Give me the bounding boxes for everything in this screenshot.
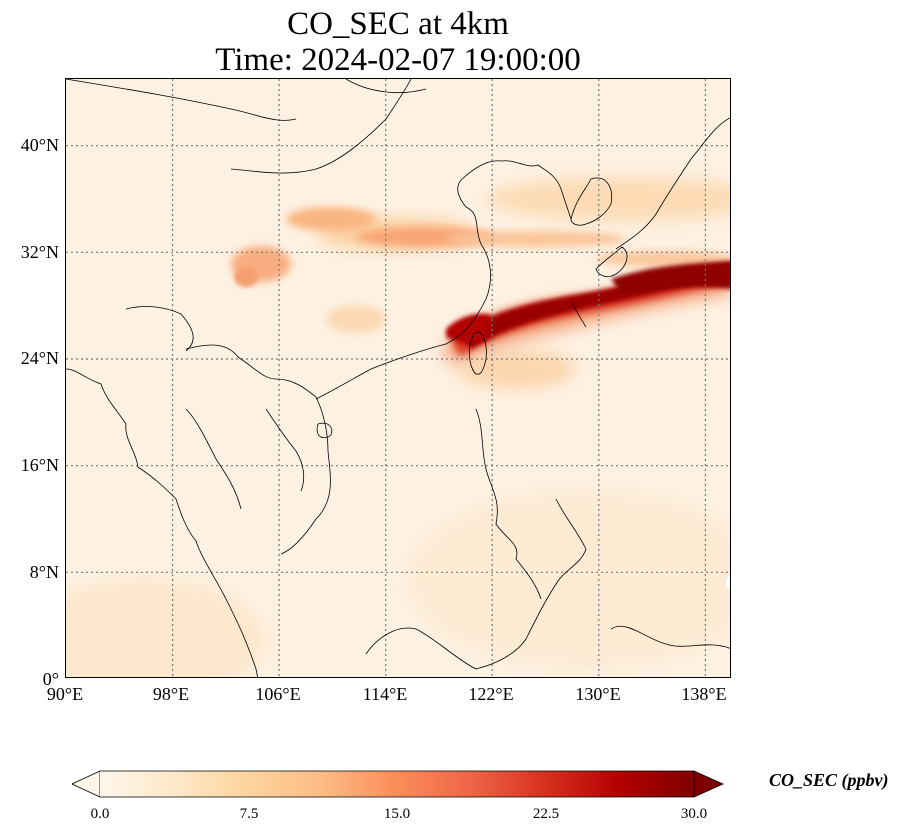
colorbar-extend-min bbox=[72, 770, 101, 798]
map-subtitle-time: Time: 2024-02-07 19:00:00 bbox=[215, 42, 581, 78]
lon-tick-98e: 98°E bbox=[152, 684, 190, 704]
colorbar-label: CO_SEC (ppbv) bbox=[769, 770, 889, 790]
graticule bbox=[66, 79, 730, 677]
colorbar-tick-22-5: 22.5 bbox=[532, 806, 560, 822]
colorbar-tick-30: 30.0 bbox=[680, 806, 708, 822]
colorbar-tick-7-5: 7.5 bbox=[239, 806, 259, 822]
lon-tick-114e: 114°E bbox=[362, 684, 408, 704]
lon-tick-90e: 90°E bbox=[46, 684, 84, 704]
lat-tick-8n: 8°N bbox=[29, 562, 59, 582]
colorbar-tick-15: 15.0 bbox=[383, 806, 411, 822]
lat-tick-24n: 24°N bbox=[20, 348, 59, 368]
lon-tick-130e: 130°E bbox=[575, 684, 621, 704]
co-sec-field bbox=[66, 79, 730, 677]
lon-tick-138e: 138°E bbox=[681, 684, 727, 704]
coastlines bbox=[66, 79, 730, 677]
lat-tick-32n: 32°N bbox=[20, 242, 59, 262]
map-title: CO_SEC at 4km bbox=[287, 6, 509, 42]
lon-tick-122e: 122°E bbox=[468, 684, 514, 704]
lon-tick-106e: 106°E bbox=[255, 684, 301, 704]
colorbar-tick-0: 0.0 bbox=[90, 806, 110, 822]
lat-tick-40n: 40°N bbox=[20, 135, 59, 155]
colorbar bbox=[72, 770, 724, 798]
lat-tick-16n: 16°N bbox=[20, 455, 59, 475]
colorbar-gradient bbox=[100, 771, 694, 797]
lat-tick-0: 0° bbox=[42, 669, 59, 689]
map-canvas bbox=[66, 79, 730, 677]
colorbar-extend-max bbox=[693, 770, 724, 798]
map-panel[interactable] bbox=[65, 78, 731, 678]
missing-data-patch bbox=[726, 575, 730, 590]
